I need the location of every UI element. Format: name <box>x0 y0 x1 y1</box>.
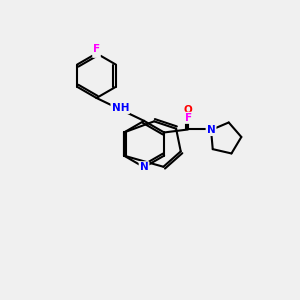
Text: F: F <box>93 44 100 54</box>
Text: NH: NH <box>112 103 129 113</box>
Text: O: O <box>184 105 192 115</box>
Text: N: N <box>207 125 215 135</box>
Text: F: F <box>93 47 100 57</box>
Text: N: N <box>140 162 148 172</box>
Text: F: F <box>185 113 192 123</box>
